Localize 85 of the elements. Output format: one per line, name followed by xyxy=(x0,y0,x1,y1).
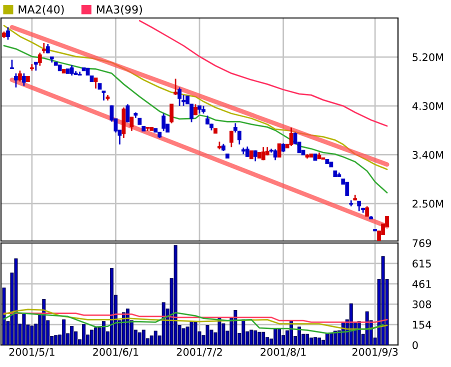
bar xyxy=(381,256,385,345)
bar xyxy=(70,326,74,345)
bar xyxy=(305,334,309,345)
candlestick xyxy=(46,43,50,54)
bar xyxy=(242,319,246,345)
bar xyxy=(42,299,46,345)
candlestick xyxy=(273,148,278,161)
bar xyxy=(30,326,34,345)
bar xyxy=(174,245,178,345)
candlestick xyxy=(162,112,166,132)
line-series xyxy=(138,20,388,127)
bar xyxy=(154,330,158,345)
bar xyxy=(194,322,198,345)
candlestick xyxy=(6,26,10,40)
bar xyxy=(278,328,282,345)
legend-label: MA3(99) xyxy=(96,5,142,15)
bar xyxy=(110,268,114,345)
y-tick-label: 4.30M xyxy=(412,102,444,110)
candlestick xyxy=(18,70,22,82)
candlestick xyxy=(130,116,134,132)
bar xyxy=(2,288,6,345)
line-series xyxy=(3,44,388,194)
x-tick-label: 2001/8/1 xyxy=(260,348,306,357)
legend-label: MA2(40) xyxy=(18,5,64,15)
bar xyxy=(317,338,321,345)
bar xyxy=(142,330,146,345)
candlestick xyxy=(70,64,74,76)
x-tick-label: 2001/9/3 xyxy=(352,348,398,357)
bar xyxy=(22,313,26,345)
y-tick-label: 769 xyxy=(412,239,432,248)
y-tick-label: 0 xyxy=(412,341,418,350)
bar xyxy=(206,325,210,345)
bar xyxy=(190,321,194,345)
y-tick-label: 3.40M xyxy=(412,150,444,159)
x-tick-label: 2001/6/1 xyxy=(93,348,138,357)
bar xyxy=(298,326,301,345)
x-tick-label: 2001/5/1 xyxy=(9,348,54,357)
bar xyxy=(329,332,333,345)
candlestick xyxy=(94,78,98,90)
y-tick-label: 5.20M xyxy=(412,53,444,62)
bar xyxy=(90,330,94,345)
candlestick xyxy=(229,130,234,148)
x-tick-label: 2001/7/2 xyxy=(176,348,222,357)
bar xyxy=(365,311,369,345)
candlestick xyxy=(126,104,130,123)
bar xyxy=(250,330,254,345)
line-series xyxy=(3,308,388,330)
candlestick xyxy=(38,52,42,66)
candlestick xyxy=(22,72,26,87)
y-tick-label: 615 xyxy=(412,260,431,268)
candlestick xyxy=(261,146,266,161)
candlestick xyxy=(170,104,174,124)
candlestick xyxy=(42,42,46,54)
line-series xyxy=(3,312,388,323)
candlestick xyxy=(174,78,178,96)
candlestick xyxy=(245,146,250,158)
bar xyxy=(162,302,166,345)
bar xyxy=(94,328,98,345)
bar xyxy=(258,332,262,345)
bar xyxy=(309,338,313,345)
y-tick-label: 154 xyxy=(413,320,432,329)
bar xyxy=(62,319,66,345)
bar xyxy=(82,324,86,345)
candlestick xyxy=(14,72,18,88)
bar xyxy=(138,332,142,345)
bar xyxy=(54,335,58,345)
bar xyxy=(313,337,317,345)
candlestick xyxy=(357,200,362,212)
y-tick-label: 2.50M xyxy=(412,200,444,208)
bar xyxy=(274,328,278,345)
bar xyxy=(182,328,186,345)
bar xyxy=(325,332,329,345)
bar xyxy=(254,330,258,345)
bar xyxy=(262,332,266,345)
candlestick xyxy=(289,126,294,147)
candlestick xyxy=(277,143,282,158)
candlestick xyxy=(345,182,350,196)
y-tick-label: 308 xyxy=(412,300,432,308)
bar xyxy=(234,310,238,345)
line-series xyxy=(3,312,384,334)
bar xyxy=(102,321,106,345)
candlestick xyxy=(178,86,182,107)
candlestick xyxy=(102,90,106,102)
y-tick-label: 461 xyxy=(412,280,431,288)
bar xyxy=(14,258,18,345)
